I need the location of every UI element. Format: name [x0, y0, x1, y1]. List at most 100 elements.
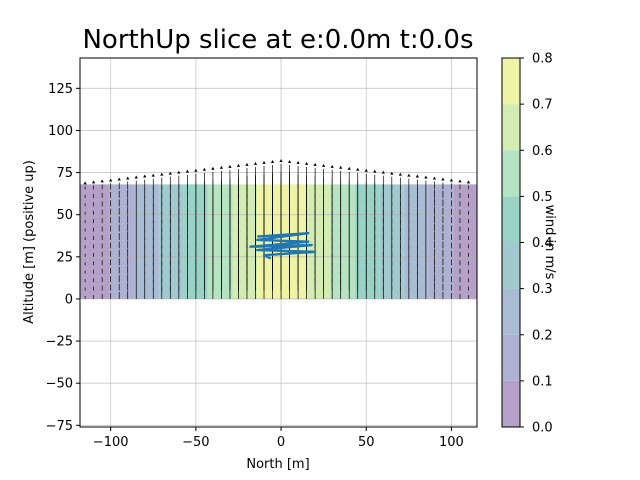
contour-band [109, 184, 135, 299]
colorbar-band [502, 334, 520, 381]
quiver-arrow-head [168, 171, 172, 175]
contour-band [428, 184, 454, 299]
quiver-arrow-head [432, 176, 437, 180]
quiver-arrow-head [449, 178, 454, 182]
quiver-arrow-head [339, 165, 343, 169]
quiver-arrow-head [228, 164, 232, 168]
quiver-arrow-head [194, 168, 198, 172]
quiver-arrow-head [305, 161, 309, 165]
colorbar-tick-label: 0.3 [532, 282, 553, 297]
colorbar: 0.0 0.1 0.2 0.3 0.4 0.5 0.6 0.7 0.8 [501, 52, 553, 436]
chart-title: NorthUp slice at e:0.0m t:0.0s [82, 25, 473, 55]
contour-band [355, 184, 380, 299]
x-tick-label: 100 [439, 435, 464, 450]
quiver-arrow-head [415, 174, 419, 178]
contour-band [232, 184, 258, 299]
x-tick-label: 0 [277, 435, 285, 450]
quiver-arrow-head [143, 174, 147, 178]
colorbar-tick-label: 0.0 [532, 421, 553, 436]
colorbar-tick-label: 0.4 [532, 236, 553, 251]
colorbar-band [502, 242, 520, 289]
quiver-arrow-head [330, 164, 334, 168]
quiver-arrow-head [381, 170, 385, 174]
y-tick-label: 75 [56, 166, 73, 181]
colorbar-tick-label: 0.7 [532, 98, 553, 113]
colorbar-band [502, 104, 520, 151]
y-tick-label: −75 [46, 419, 73, 434]
quiver-arrow-head [398, 172, 402, 176]
quiver-arrow-head [134, 175, 138, 179]
plot-area [79, 57, 478, 428]
y-tick-label: 0 [65, 292, 73, 307]
quiver-arrow-head [279, 158, 283, 162]
colorbar-tick-label: 0.6 [532, 144, 553, 159]
x-axis-ticks: −100 −50 0 50 100 [93, 427, 464, 450]
quiver-arrow-head [347, 166, 351, 170]
y-tick-label: 125 [48, 82, 73, 97]
quiver-arrow-head [356, 167, 360, 171]
quiver-arrow-head [92, 180, 96, 184]
y-tick-label: −25 [46, 335, 73, 350]
quiver-arrow-head [466, 180, 471, 184]
quiver-arrow-head [322, 163, 326, 167]
contour-band [159, 184, 184, 299]
quiver-arrow-head [287, 159, 292, 163]
quiver-arrow-head [441, 177, 445, 181]
colorbar-band [502, 380, 520, 427]
x-tick-label: −50 [182, 435, 209, 450]
quiver-arrow-head [151, 173, 155, 177]
y-tick-label: −50 [46, 377, 73, 392]
quiver-arrow-head [373, 169, 377, 173]
quiver-arrow-head [270, 159, 275, 163]
x-axis-label: North [m] [246, 457, 309, 472]
quiver-arrow-head [100, 179, 104, 183]
contour-band [330, 184, 356, 299]
quiver-arrow-head [126, 176, 130, 180]
quiver-arrow-head [219, 165, 224, 169]
quiver-arrow-head [458, 179, 462, 183]
quiver-arrow-head [262, 160, 266, 164]
y-axis-ticks: −75 −50 −25 0 25 50 75 100 125 [46, 82, 80, 434]
y-tick-label: 100 [48, 124, 73, 139]
quiver-arrow-head [236, 163, 241, 167]
quiver-arrow-head [364, 168, 368, 172]
plot-frame [79, 57, 478, 428]
quiver-arrow-head [202, 167, 206, 171]
quiver-arrow-head [253, 161, 258, 165]
contour-band [207, 184, 233, 299]
x-tick-label: 50 [358, 435, 375, 450]
contour-band [305, 184, 331, 299]
quiver-arrow-head [296, 160, 300, 164]
quiver-arrow-head [117, 177, 121, 181]
quiver-arrow-head [211, 166, 215, 170]
colorbar-tick-label: 0.8 [532, 52, 553, 67]
contour-band [80, 184, 110, 299]
quiver-arrow-head [390, 171, 394, 175]
quiver-arrow-head [109, 178, 113, 182]
y-axis-label: Altitude [m] (positive up) [22, 160, 37, 324]
quiver-arrow-head [313, 162, 317, 166]
contour-band [453, 184, 477, 299]
y-tick-label: 50 [56, 208, 73, 223]
colorbar-band [502, 150, 520, 197]
quiver-arrows [83, 158, 471, 299]
quiver-arrow-head [424, 175, 428, 179]
quiver-arrow-head [177, 170, 181, 174]
quiver-arrow-head [245, 162, 249, 166]
quiver-arrow-head [83, 181, 87, 185]
colorbar-band [502, 288, 520, 335]
colorbar-tick-label: 0.1 [532, 374, 553, 389]
trajectory-line [249, 232, 317, 260]
colorbar-label: wind in m/s [542, 205, 557, 280]
quiver-arrow-head [160, 172, 164, 176]
contour-band [134, 184, 160, 299]
colorbar-band [502, 58, 520, 105]
contour-band [403, 184, 429, 299]
colorbar-band [502, 196, 520, 243]
y-tick-label: 25 [56, 250, 73, 265]
colorbar-tick-label: 0.2 [532, 328, 553, 343]
x-tick-label: −100 [93, 435, 129, 450]
colorbar-tick-label: 0.5 [532, 190, 553, 205]
quiver-arrow-head [407, 173, 411, 177]
